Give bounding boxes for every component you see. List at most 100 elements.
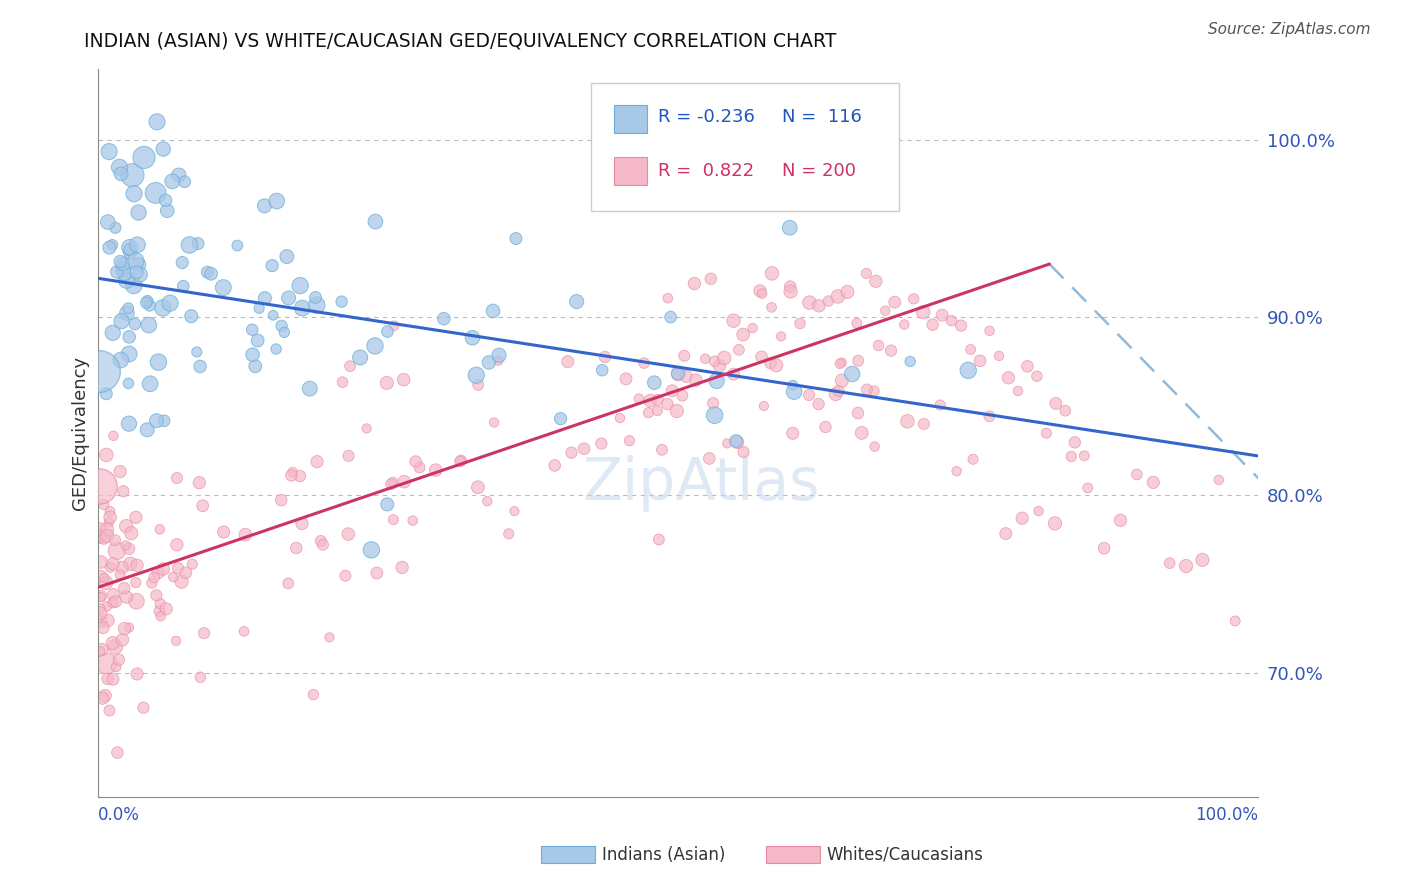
Point: [101, 596, 124, 610]
Point: [648, 533, 671, 547]
Point: [277, 291, 299, 305]
Point: [408, 460, 430, 475]
Point: [152, 562, 174, 576]
Point: [405, 454, 427, 468]
Point: [875, 303, 897, 318]
Point: [782, 426, 804, 441]
Point: [108, 160, 131, 174]
Point: [97, 672, 120, 686]
Point: [167, 561, 190, 575]
Point: [132, 700, 155, 714]
Point: [89, 607, 111, 621]
Point: [125, 510, 148, 524]
Point: [104, 533, 127, 548]
Point: [101, 636, 124, 650]
Point: [111, 262, 134, 277]
Point: [110, 167, 132, 181]
Point: [91, 621, 114, 635]
Point: [114, 538, 136, 552]
Point: [94, 689, 117, 703]
Point: [165, 633, 187, 648]
Point: [797, 388, 820, 402]
Point: [339, 359, 361, 374]
Point: [105, 660, 128, 674]
Text: ZipAtlas: ZipAtlas: [582, 456, 820, 512]
Point: [101, 672, 124, 686]
Point: [115, 590, 138, 604]
Point: [108, 567, 131, 582]
Point: [242, 348, 264, 362]
Point: [187, 236, 209, 251]
Point: [761, 266, 783, 280]
Point: [950, 318, 973, 333]
Point: [614, 372, 637, 386]
Point: [136, 423, 159, 437]
Point: [146, 115, 169, 129]
Point: [148, 355, 170, 369]
Point: [129, 268, 152, 282]
Point: [391, 560, 413, 574]
Point: [98, 145, 121, 159]
Point: [96, 386, 118, 401]
Point: [503, 504, 526, 518]
Point: [111, 257, 134, 271]
Point: [366, 566, 388, 580]
Point: [1142, 475, 1164, 490]
Point: [200, 267, 222, 281]
Point: [96, 599, 118, 614]
Point: [90, 614, 112, 628]
Point: [912, 305, 935, 319]
Point: [181, 558, 204, 572]
Point: [560, 445, 582, 459]
Text: N =  116: N = 116: [783, 108, 862, 126]
Point: [477, 494, 499, 508]
Point: [98, 241, 121, 255]
Point: [156, 203, 179, 218]
Point: [685, 373, 707, 387]
Point: [235, 527, 257, 541]
Point: [752, 399, 775, 413]
Point: [152, 142, 174, 156]
Point: [110, 314, 132, 328]
Point: [748, 284, 770, 298]
Point: [856, 383, 879, 397]
Point: [266, 194, 288, 208]
Point: [330, 294, 353, 309]
Point: [188, 359, 211, 374]
Point: [1054, 403, 1077, 417]
Point: [702, 396, 724, 410]
Point: [90, 590, 112, 604]
Point: [893, 318, 915, 332]
Point: [941, 313, 963, 327]
Point: [291, 301, 314, 315]
Point: [997, 371, 1019, 385]
Y-axis label: GED/Equivalency: GED/Equivalency: [72, 356, 89, 510]
Point: [1035, 426, 1057, 441]
Point: [609, 411, 631, 425]
Point: [118, 347, 141, 361]
Text: R = -0.236: R = -0.236: [658, 108, 755, 126]
Point: [633, 356, 655, 370]
Point: [121, 168, 143, 182]
Text: Indians (Asian): Indians (Asian): [602, 846, 725, 863]
Point: [188, 475, 211, 490]
Point: [172, 279, 194, 293]
Point: [132, 150, 155, 164]
Point: [135, 295, 157, 310]
Point: [643, 376, 665, 390]
Point: [262, 308, 284, 322]
Point: [112, 581, 135, 595]
Point: [697, 451, 720, 466]
Point: [118, 541, 141, 556]
Point: [332, 375, 354, 389]
Point: [253, 291, 276, 305]
Point: [1077, 481, 1099, 495]
Point: [105, 543, 128, 558]
Point: [89, 644, 111, 658]
Point: [375, 376, 398, 390]
Point: [247, 301, 270, 316]
Point: [226, 238, 249, 252]
Point: [96, 529, 118, 543]
Point: [356, 421, 378, 435]
Point: [482, 416, 505, 430]
